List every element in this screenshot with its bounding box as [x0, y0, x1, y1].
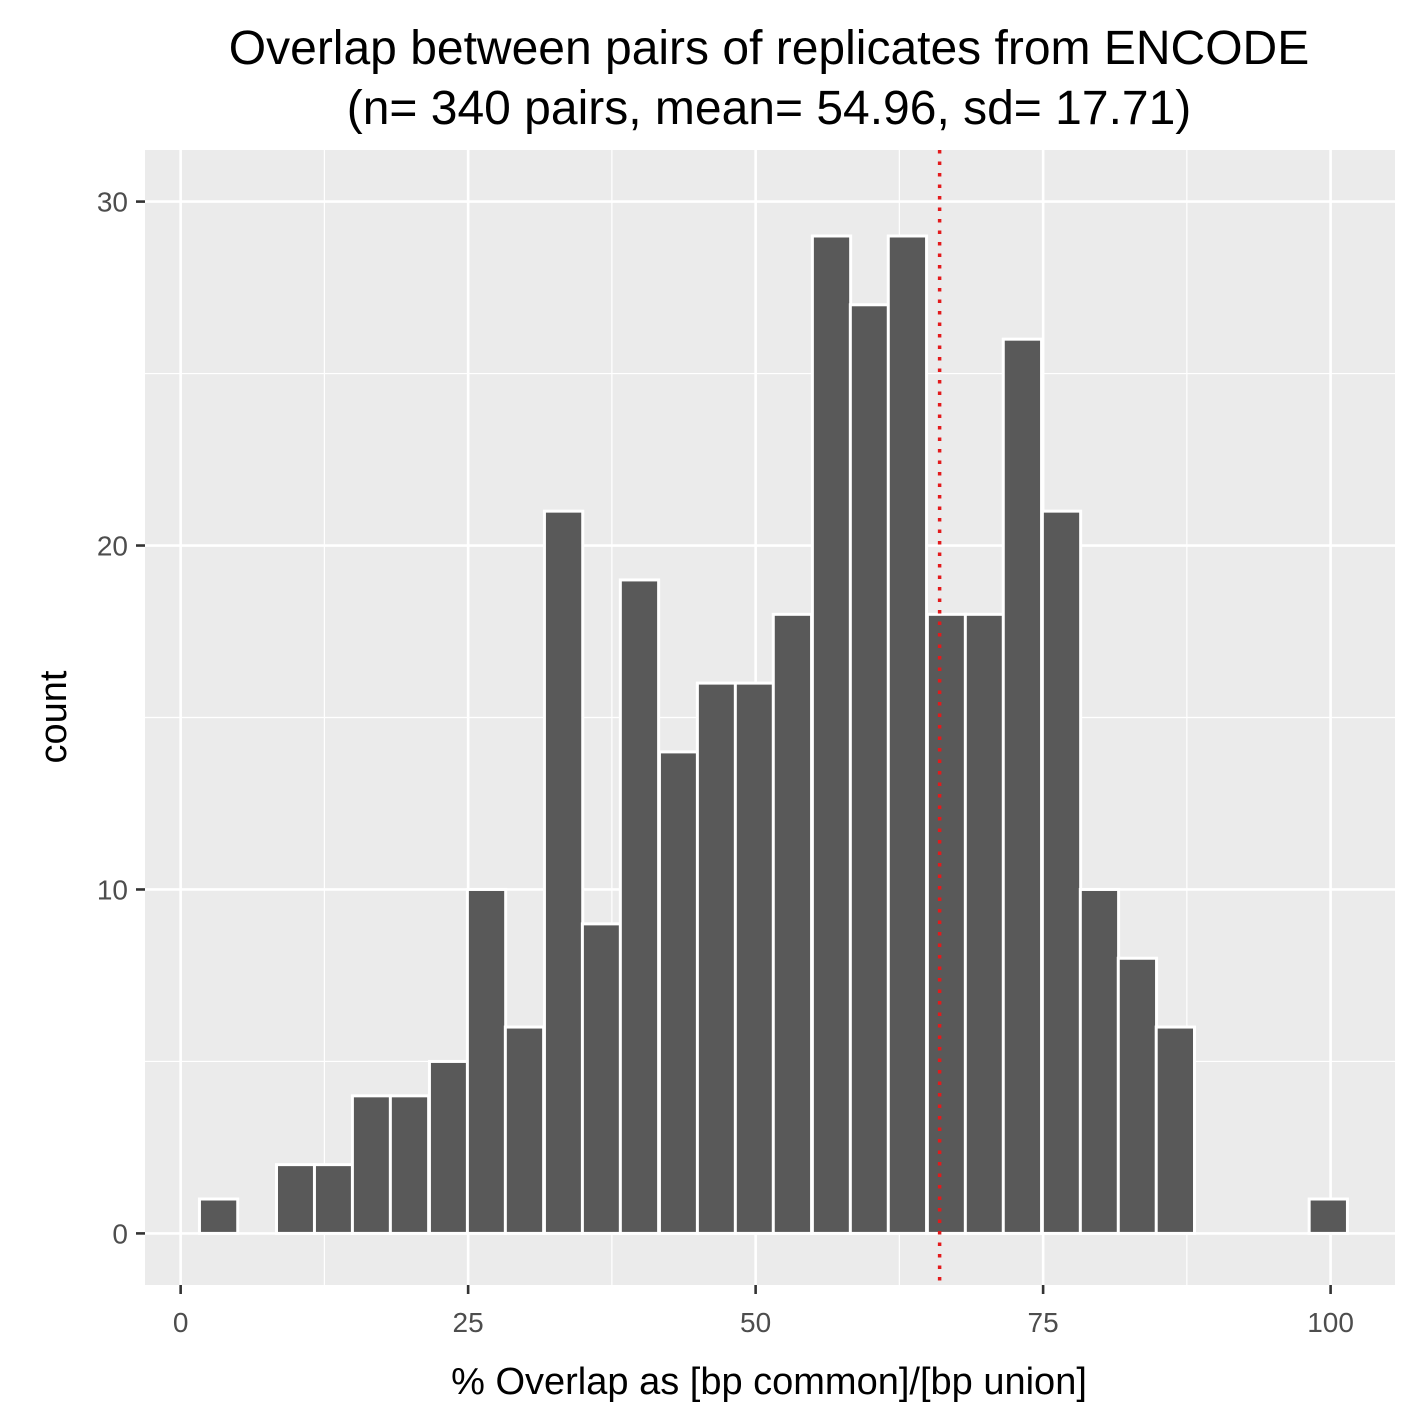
histogram-bar: [1040, 509, 1083, 1235]
histogram-bar: [465, 887, 508, 1235]
histogram-bar: [657, 750, 700, 1235]
x-tick-label: 75: [1028, 1307, 1059, 1338]
x-axis-title: % Overlap as [bp common]/[bp union]: [451, 1361, 1087, 1403]
histogram-bar: [503, 1025, 546, 1235]
histogram-bar: [197, 1197, 240, 1235]
histogram-bar: [963, 612, 1006, 1235]
histogram-bar: [733, 681, 776, 1235]
histogram-bar: [925, 612, 968, 1235]
x-tick-label: 0: [173, 1307, 189, 1338]
axis-ticks: [136, 200, 1332, 1294]
y-tick-label: 30: [97, 187, 128, 218]
histogram-bar: [1078, 887, 1121, 1235]
y-tick-label: 10: [97, 874, 128, 905]
histogram-bar: [542, 509, 585, 1235]
histogram-bar: [580, 922, 623, 1235]
histogram-bar: [1001, 337, 1044, 1235]
x-tick-label: 25: [453, 1307, 484, 1338]
histogram-bar: [427, 1059, 470, 1235]
y-axis-title: count: [33, 670, 75, 763]
histogram-bar: [274, 1163, 317, 1235]
x-tick-label: 50: [740, 1307, 771, 1338]
histogram-bars: [197, 234, 1349, 1235]
histogram-bar: [848, 303, 891, 1235]
y-tick-label: 0: [112, 1218, 128, 1249]
histogram-bar: [695, 681, 738, 1235]
histogram-bar: [312, 1163, 355, 1235]
histogram-bar: [350, 1094, 393, 1235]
histogram-bar: [1154, 1025, 1197, 1235]
x-tick-label: 100: [1307, 1307, 1354, 1338]
histogram-bar: [1116, 956, 1159, 1235]
chart-subtitle: (n= 340 pairs, mean= 54.96, sd= 17.71): [347, 82, 1192, 135]
histogram-bar: [618, 578, 661, 1235]
tick-labels: 0 25 50 75 100 0 10 20 30: [97, 187, 1354, 1338]
chart-title: Overlap between pairs of replicates from…: [229, 22, 1309, 75]
y-tick-label: 20: [97, 531, 128, 562]
histogram-bar: [771, 612, 814, 1235]
histogram-bar: [810, 234, 853, 1235]
histogram-bar: [886, 234, 929, 1235]
histogram-bar: [388, 1094, 431, 1235]
histogram-bar: [1307, 1197, 1349, 1235]
